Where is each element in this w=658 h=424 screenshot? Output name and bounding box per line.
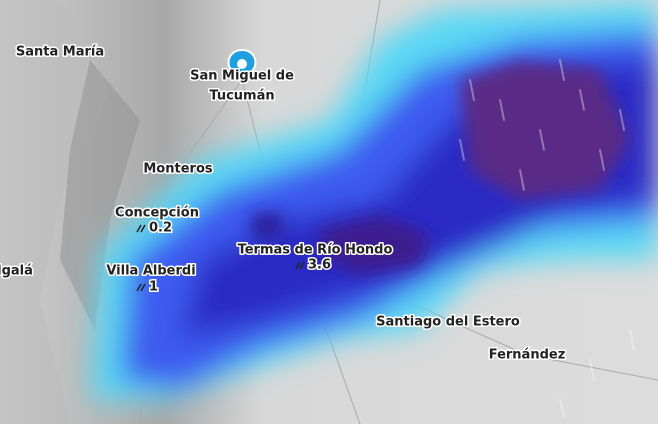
place-label: Santa María <box>16 45 104 60</box>
place-label: Fernández <box>489 348 566 363</box>
rain-amount: 1 <box>149 280 158 295</box>
rain-icon <box>136 224 146 233</box>
place-label: Concepción <box>115 206 199 221</box>
heavy-precipitation <box>250 60 630 275</box>
rain-streaks <box>459 59 635 417</box>
location-pin[interactable] <box>227 48 257 84</box>
rain-icon <box>136 283 146 292</box>
rain-icon <box>295 261 305 270</box>
rain-amount: 0.2 <box>149 221 172 236</box>
place-label: lgalá <box>0 264 33 279</box>
labels: Santa María San Miguel de Tucumán Monter… <box>0 43 567 364</box>
place-label: Villa Alberdi <box>106 264 195 279</box>
place-label: Monteros <box>143 162 212 177</box>
place-label: Santiago del Estero <box>376 315 520 330</box>
place-label: San Miguel de <box>190 69 294 84</box>
place-label: Tucumán <box>209 89 274 104</box>
rain-amount: 3.6 <box>308 258 331 273</box>
rain-amounts: 0.2 1 3.6 <box>136 219 333 296</box>
mountains <box>60 60 140 330</box>
place-label: Termas de Río Hondo <box>238 243 393 258</box>
